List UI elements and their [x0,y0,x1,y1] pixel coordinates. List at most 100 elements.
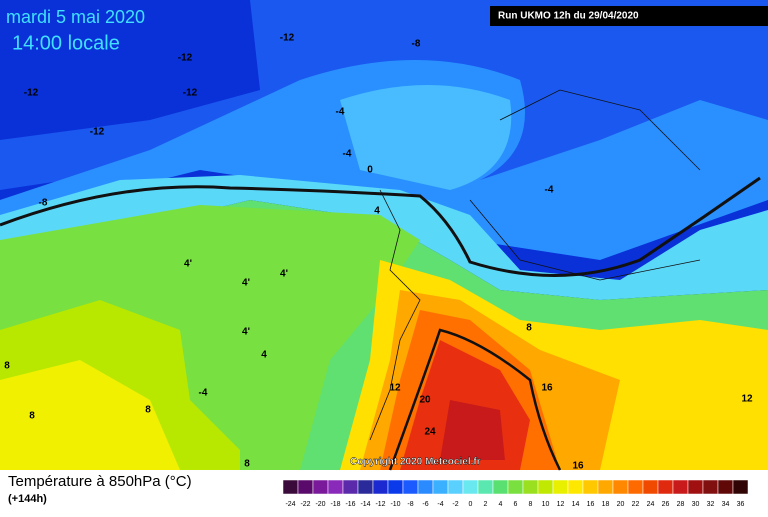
legend-swatch [717,479,734,495]
legend-swatch [462,479,479,495]
legend-swatch [372,479,389,495]
contour-label: 16 [541,383,553,394]
legend-swatch [597,479,614,495]
legend-swatch [357,479,374,495]
contour-label: 4' [184,259,192,270]
contour-label: 8 [526,323,532,334]
legend-label: -10 [390,501,400,508]
legend-label: -24 [285,501,295,508]
contour-label: 4 [374,206,380,217]
contour-label: -4 [336,107,345,118]
legend-swatch [342,479,359,495]
color-legend: -24 -22 -20 -18 -16 -14 -12 -10 -8 -6 -4 -2 0 2 4 6 8 10 1… [282,479,749,508]
date: mardi 5 mai 2020 [6,7,145,27]
contour-label: 8 [29,411,35,422]
legend-swatch [672,479,689,495]
contour-label: 12 [389,383,401,394]
contour-label: 16 [572,461,584,472]
contour-label: -12 [178,53,193,64]
legend-label: 20 [617,501,625,508]
legend-swatch [297,479,314,495]
legend-swatch [567,479,584,495]
legend-label: 14 [572,501,580,508]
contour-label: 4 [261,350,267,361]
legend-swatch [612,479,629,495]
legend-label: -22 [300,501,310,508]
legend-label: 24 [647,501,655,508]
legend-label: 18 [602,501,610,508]
legend-label: 0 [469,501,473,508]
legend-label: 8 [529,501,533,508]
legend-label: -12 [375,501,385,508]
legend-swatch [312,479,329,495]
run-info: Run UKMO 12h du 29/04/2020 [498,11,639,22]
legend-swatch [507,479,524,495]
contour-label: 4' [280,269,288,280]
legend-label: 10 [542,501,550,508]
contour-label: 8 [145,405,151,416]
contour-label: -12 [24,88,39,99]
time: 14:00 locale [12,32,120,54]
contour-label: -12 [280,33,295,44]
legend-swatch [417,479,434,495]
map-background [0,0,768,471]
legend-swatch [282,479,299,495]
legend-swatch [642,479,659,495]
legend-label: 22 [632,501,640,508]
legend-label: -16 [345,501,355,508]
contour-label: -12 [183,88,198,99]
legend-label: 36 [737,501,745,508]
contour-labels: -12 -12 -12 -12 -12 -8 -8 -4 -4 -4 0 4 4' 4' 4' 4' 4 -4 8 8… [4,33,753,472]
legend-swatch [537,479,554,495]
legend-label: 6 [514,501,518,508]
legend-swatch [447,479,464,495]
legend-swatch [522,479,539,495]
legend-label: 2 [484,501,488,508]
contour-label: -8 [39,198,48,209]
legend-swatch [327,479,344,495]
contour-label: -12 [90,127,105,138]
legend-label: 4 [499,501,503,508]
legend-swatch [402,479,419,495]
contour-label: 4' [242,327,250,338]
contour-label: 12 [741,394,753,405]
legend-label: -14 [360,501,370,508]
contour-label: 24 [424,427,436,438]
legend-swatch [657,479,674,495]
legend-swatch [432,479,449,495]
legend-label: -2 [452,501,458,508]
contour-label: 0 [367,165,373,176]
lead-time: (+144h) [8,493,47,505]
legend-label: 28 [677,501,685,508]
legend-swatch [582,479,599,495]
legend-label: -6 [422,501,428,508]
legend-swatch [702,479,719,495]
footer-title: Température à 850hPa (°C) [8,473,192,490]
legend-label: 12 [557,501,565,508]
contour-label: -4 [199,388,208,399]
contour-label: 8 [4,361,10,372]
contour-label: 20 [419,395,431,406]
legend-label: 30 [692,501,700,508]
legend-label: 16 [587,501,595,508]
legend-label: -4 [437,501,443,508]
legend-label: -18 [330,501,340,508]
legend-swatch [687,479,704,495]
legend-label: 32 [707,501,715,508]
contour-label: -4 [545,185,554,196]
legend-swatch [732,479,749,495]
legend-label: 34 [722,501,730,508]
contour-label: -8 [412,39,421,50]
legend-label: 26 [662,501,670,508]
contour-label: 4' [242,278,250,289]
contour-label: 8 [244,459,250,470]
copyright: Copyright 2020 Meteociel.fr [350,457,481,468]
legend-swatch [492,479,509,495]
legend-label: -20 [315,501,325,508]
legend-swatch [627,479,644,495]
legend-swatch [552,479,569,495]
legend-label: -8 [407,501,413,508]
legend-swatch [387,479,404,495]
legend-swatch [477,479,494,495]
